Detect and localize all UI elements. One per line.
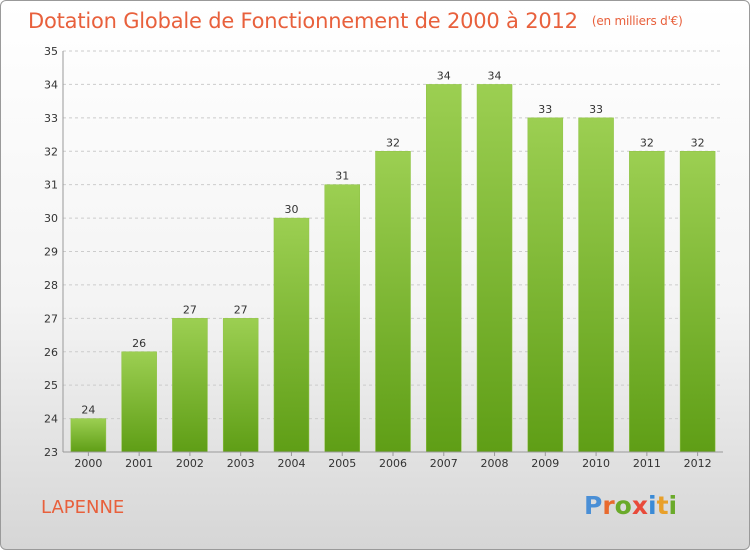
y-tick-label: 31	[44, 179, 58, 192]
x-tick-label: 2009	[531, 457, 559, 470]
y-tick-label: 34	[44, 78, 58, 91]
y-tick-label: 27	[44, 312, 58, 325]
bar	[476, 84, 513, 453]
x-tick-label: 2012	[684, 457, 712, 470]
data-label: 34	[437, 69, 451, 82]
y-tick-label: 32	[44, 145, 58, 158]
commune-name: LAPENNE	[41, 497, 125, 518]
data-label: 26	[132, 337, 146, 350]
x-tick-label: 2008	[481, 457, 509, 470]
bar	[121, 351, 157, 453]
bar	[324, 184, 360, 453]
data-label: 34	[488, 69, 502, 82]
x-tick-label: 2003	[227, 457, 255, 470]
y-tick-label: 35	[44, 45, 58, 58]
bar	[426, 84, 462, 453]
unit-note: (en milliers d'€)	[591, 14, 683, 28]
x-tick-label: 2006	[379, 457, 407, 470]
data-label: 32	[386, 136, 400, 149]
data-label: 32	[691, 136, 705, 149]
title-text: Dotation Globale de Fonctionnement de 20…	[28, 9, 578, 33]
y-tick-label: 30	[44, 212, 58, 225]
label-layer: 24 26 27 27 30 31 32 34 34 33 33 32 32	[81, 69, 704, 416]
chart-title: Dotation Globale de Fonctionnement de 20…	[28, 9, 683, 33]
bar	[375, 151, 411, 453]
data-label: 24	[81, 404, 95, 417]
x-tick-label: 2011	[633, 457, 661, 470]
y-tick-label: 23	[44, 446, 58, 459]
y-tick-label: 24	[44, 413, 58, 426]
y-tick-label: 26	[44, 346, 58, 359]
bar	[70, 418, 107, 453]
data-label: 31	[335, 170, 349, 183]
data-label: 27	[234, 303, 248, 316]
bar	[273, 217, 310, 453]
x-tick-label: 2007	[430, 457, 458, 470]
logo-letter: i	[648, 491, 657, 520]
data-label: 30	[284, 203, 298, 216]
x-tick-label: 2001	[125, 457, 153, 470]
bar	[629, 151, 665, 453]
bar	[679, 151, 716, 453]
x-tick-label: 2002	[176, 457, 204, 470]
logo-letter: r	[602, 491, 615, 520]
y-tick-label: 25	[44, 379, 58, 392]
logo-letter: P	[584, 491, 603, 520]
axis-layer: 23 24 25 26 27 28 29 30 31 32 33 34 35 2000 2001 2002 20…	[44, 45, 723, 470]
bar	[222, 318, 259, 453]
y-tick-label: 29	[44, 246, 58, 259]
logo-letter: o	[614, 491, 632, 520]
bar-layer	[70, 84, 716, 453]
x-tick-label: 2010	[582, 457, 610, 470]
data-label: 33	[538, 103, 552, 116]
x-tick-label: 2005	[328, 457, 356, 470]
bar	[527, 117, 564, 453]
y-tick-label: 28	[44, 279, 58, 292]
logo-letter: i	[668, 491, 678, 520]
y-tick-label: 33	[44, 112, 58, 125]
bar	[578, 117, 614, 453]
data-label: 33	[589, 103, 603, 116]
logo-letter: x	[631, 491, 648, 520]
data-label: 27	[183, 303, 197, 316]
logo-letter: t	[656, 491, 669, 520]
data-label: 32	[640, 136, 654, 149]
x-tick-label: 2004	[277, 457, 305, 470]
x-tick-label: 2000	[74, 457, 102, 470]
proxiti-logo: Proxiti	[584, 491, 677, 520]
bar	[172, 318, 208, 453]
